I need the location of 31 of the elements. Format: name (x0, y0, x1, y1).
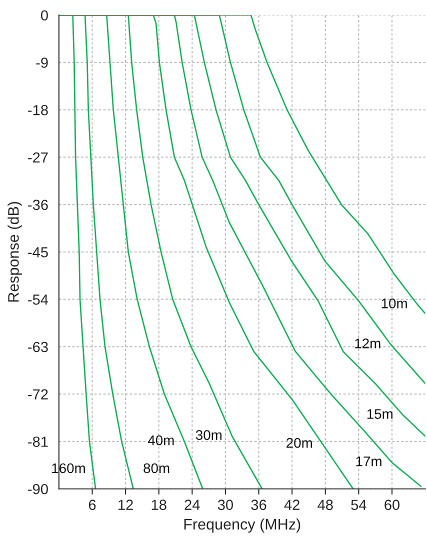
y-tick-label: -36 (28, 200, 48, 210)
series-label: 17m (356, 456, 382, 466)
y-tick-label: -9 (36, 58, 48, 68)
x-tick-label: 12 (118, 500, 133, 510)
x-axis-title: Frequency (MHz) (184, 518, 300, 533)
y-tick-label: -27 (28, 152, 48, 163)
x-tick-label: 6 (88, 500, 96, 510)
series-label: 40m (148, 435, 174, 446)
x-tick-label: 24 (184, 500, 200, 510)
x-tick-label: 30 (218, 500, 233, 510)
series-label: 10m (382, 298, 407, 308)
series-label: 12m (355, 338, 380, 348)
x-tick-label: 42 (284, 500, 300, 510)
series-label: 30m (196, 430, 222, 440)
series-label: 80m (144, 463, 170, 474)
y-tick-label: -72 (28, 389, 48, 400)
y-tick-label: 0 (40, 10, 48, 21)
series-label: 15m (367, 409, 392, 419)
y-tick-label: -54 (28, 294, 48, 305)
x-tick-label: 48 (318, 500, 333, 510)
y-tick-label: -90 (28, 484, 48, 494)
series-label: 20m (286, 438, 312, 448)
x-tick-label: 60 (384, 500, 400, 510)
y-tick-label: -18 (28, 104, 48, 116)
y-tick-label: -63 (28, 342, 48, 352)
y-tick-label: -45 (28, 247, 48, 258)
y-axis-title: Response (dB) (8, 202, 22, 302)
x-tick-label: 36 (251, 500, 266, 510)
y-tick-label: -81 (28, 436, 48, 447)
x-tick-label: 18 (152, 500, 166, 510)
x-tick-label: 54 (351, 500, 366, 510)
